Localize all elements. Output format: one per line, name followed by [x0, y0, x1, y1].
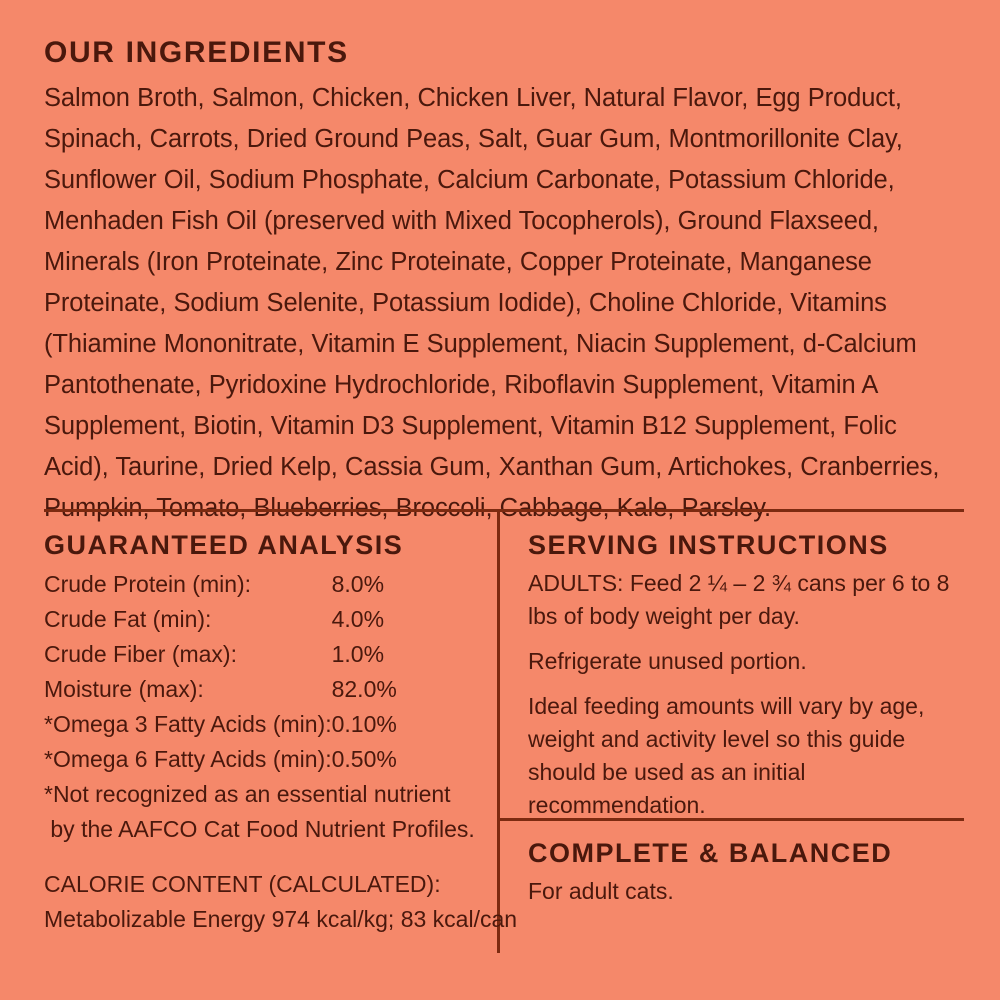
guaranteed-analysis-section: GUARANTEED ANALYSIS Crude Protein (min):…	[44, 528, 518, 937]
nutrient-label: Crude Fiber (max):	[44, 641, 237, 667]
horizontal-divider-right	[500, 818, 964, 821]
nutrient-value: 0.50%	[331, 746, 397, 772]
complete-and-balanced-subtext: For adult cats.	[528, 878, 674, 904]
ingredients-section: OUR INGREDIENTS Salmon Broth, Salmon, Ch…	[44, 34, 964, 529]
serving-instructions-paragraph-1: ADULTS: Feed 2 ¼ – 2 ¾ cans per 6 to 8 l…	[528, 570, 950, 629]
nutrient-value: 0.10%	[331, 711, 397, 737]
horizontal-divider-main	[44, 509, 964, 512]
calorie-content-heading: CALORIE CONTENT (CALCULATED):	[44, 871, 441, 897]
calorie-content-block: CALORIE CONTENT (CALCULATED): Metaboliza…	[44, 867, 518, 937]
nutrient-label: Crude Fat (min):	[44, 606, 212, 632]
guaranteed-analysis-table: Crude Protein (min): 8.0% Crude Fat (min…	[44, 567, 484, 777]
aafco-footnote-line-2: by the AAFCO Cat Food Nutrient Profiles.	[44, 816, 475, 842]
ingredients-heading: OUR INGREDIENTS	[44, 36, 349, 69]
nutrient-label: Moisture (max):	[44, 676, 204, 702]
table-row: *Omega 6 Fatty Acids (min): 0.50%	[44, 742, 484, 777]
table-row: Crude Fat (min): 4.0%	[44, 602, 484, 637]
complete-and-balanced-heading: COMPLETE & BALANCED	[528, 838, 893, 868]
nutrient-label: *Omega 6 Fatty Acids (min):	[44, 746, 332, 772]
calorie-content-value: Metabolizable Energy 974 kcal/kg; 83 kca…	[44, 906, 518, 932]
table-row: Crude Fiber (max): 1.0%	[44, 637, 484, 672]
nutrient-label: Crude Protein (min):	[44, 571, 252, 597]
aafco-footnote-line-1: *Not recognized as an essential nutrient	[44, 781, 451, 807]
nutrient-value: 1.0%	[331, 641, 385, 667]
table-row: Crude Protein (min): 8.0%	[44, 567, 484, 602]
vertical-divider	[497, 512, 500, 953]
table-row: Moisture (max): 82.0%	[44, 672, 484, 707]
nutrient-value: 82.0%	[331, 676, 397, 702]
serving-instructions-paragraph-3: Ideal feeding amounts will vary by age, …	[528, 693, 925, 818]
complete-and-balanced-section: COMPLETE & BALANCED For adult cats.	[528, 836, 958, 908]
serving-instructions-section: SERVING INSTRUCTIONS ADULTS: Feed 2 ¼ – …	[528, 528, 958, 822]
nutrient-value: 8.0%	[331, 571, 385, 597]
table-row: *Omega 3 Fatty Acids (min): 0.10%	[44, 707, 484, 742]
serving-instructions-paragraph-2: Refrigerate unused portion.	[528, 648, 807, 674]
guaranteed-analysis-heading: GUARANTEED ANALYSIS	[44, 530, 404, 560]
nutrient-label: *Omega 3 Fatty Acids (min):	[44, 711, 332, 737]
ingredients-body-text: Salmon Broth, Salmon, Chicken, Chicken L…	[44, 84, 940, 522]
nutrient-value: 4.0%	[331, 606, 385, 632]
serving-instructions-heading: SERVING INSTRUCTIONS	[528, 530, 889, 560]
